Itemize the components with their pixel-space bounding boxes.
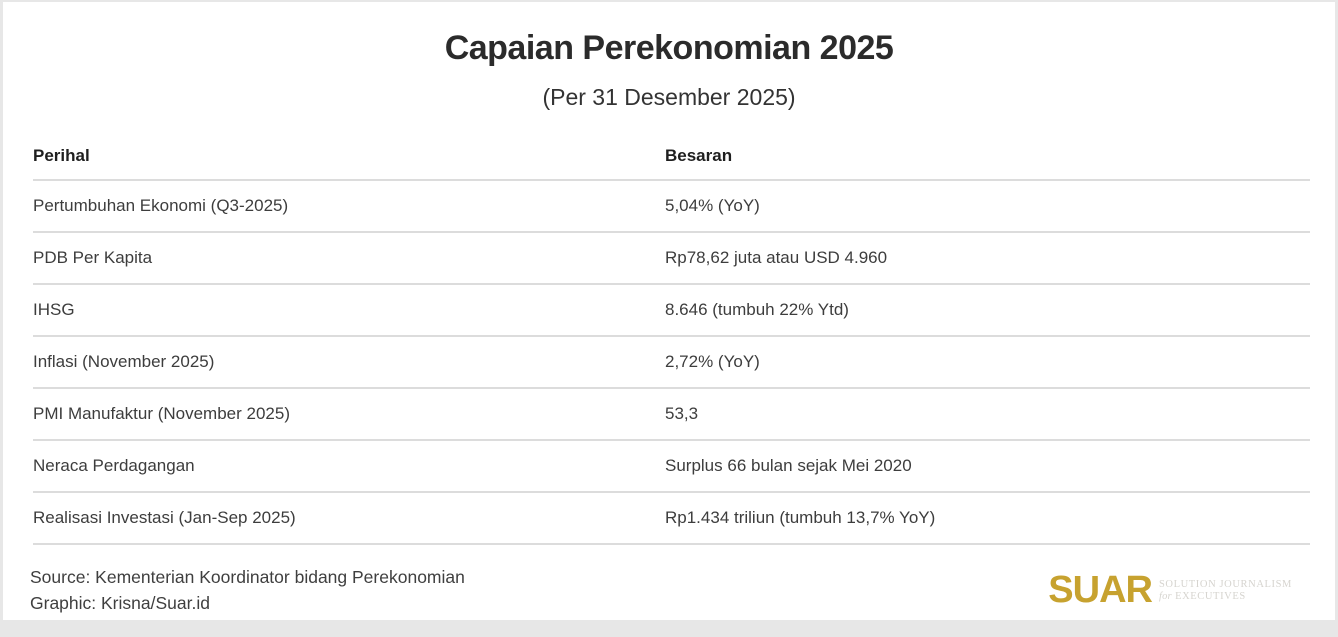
credits: Source: Kementerian Koordinator bidang P… xyxy=(30,564,465,616)
row-value: Rp1.434 triliun (tumbuh 13,7% YoY) xyxy=(665,508,936,527)
row-value: Rp78,62 juta atau USD 4.960 xyxy=(665,248,888,267)
graphic-credit: Graphic: Krisna/Suar.id xyxy=(30,593,210,613)
row-value: Surplus 66 bulan sejak Mei 2020 xyxy=(665,456,912,475)
row-label: Inflasi (November 2025) xyxy=(33,352,215,371)
page-subtitle: (Per 31 Desember 2025) xyxy=(542,84,796,110)
row-label: Neraca Perdagangan xyxy=(33,456,195,475)
suar-tagline: SOLUTION JOURNALISM for EXECUTIVES xyxy=(1159,577,1292,603)
suar-tagline-line2: EXECUTIVES xyxy=(1175,591,1246,602)
row-value: 53,3 xyxy=(665,404,699,423)
suar-tagline-for: for xyxy=(1158,591,1172,602)
suar-wordmark: SUAR xyxy=(1048,569,1153,611)
row-label: Realisasi Investasi (Jan-Sep 2025) xyxy=(33,508,296,527)
table-row: PMI Manufaktur (November 2025) 53,3 xyxy=(33,389,1310,441)
row-label: Pertumbuhan Ekonomi (Q3-2025) xyxy=(33,196,289,215)
column-header-perihal: Perihal xyxy=(33,145,90,165)
table-row: Neraca Perdagangan Surplus 66 bulan seja… xyxy=(33,441,1310,493)
economy-table: Perihal Besaran Pertumbuhan Ekonomi (Q3-… xyxy=(33,132,1310,545)
table-row: Realisasi Investasi (Jan-Sep 2025) Rp1.4… xyxy=(33,493,1310,545)
table-row: Inflasi (November 2025) 2,72% (YoY) xyxy=(33,337,1310,389)
row-label: IHSG xyxy=(33,300,75,319)
infographic-card: Capaian Perekonomian 2025 (Per 31 Desemb… xyxy=(3,2,1335,620)
row-value: 8.646 (tumbuh 22% Ytd) xyxy=(665,300,849,319)
page-title: Capaian Perekonomian 2025 xyxy=(444,29,894,67)
suar-tagline-line1: SOLUTION JOURNALISM xyxy=(1158,579,1292,590)
row-value: 5,04% (YoY) xyxy=(665,196,760,215)
footer: Source: Kementerian Koordinator bidang P… xyxy=(30,564,1310,616)
table-row: Pertumbuhan Ekonomi (Q3-2025) 5,04% (YoY… xyxy=(33,181,1310,233)
table-row: PDB Per Kapita Rp78,62 juta atau USD 4.9… xyxy=(33,233,1310,285)
table-row: IHSG 8.646 (tumbuh 22% Ytd) xyxy=(33,285,1310,337)
row-label: PMI Manufaktur (November 2025) xyxy=(33,404,290,423)
source-credit: Source: Kementerian Koordinator bidang P… xyxy=(30,567,465,587)
row-label: PDB Per Kapita xyxy=(33,248,153,267)
row-value: 2,72% (YoY) xyxy=(665,352,760,371)
suar-logo: SUAR SOLUTION JOURNALISM for EXECUTIVES xyxy=(1048,571,1310,609)
column-header-besaran: Besaran xyxy=(665,145,733,165)
table-header-row: Perihal Besaran xyxy=(33,132,1310,181)
